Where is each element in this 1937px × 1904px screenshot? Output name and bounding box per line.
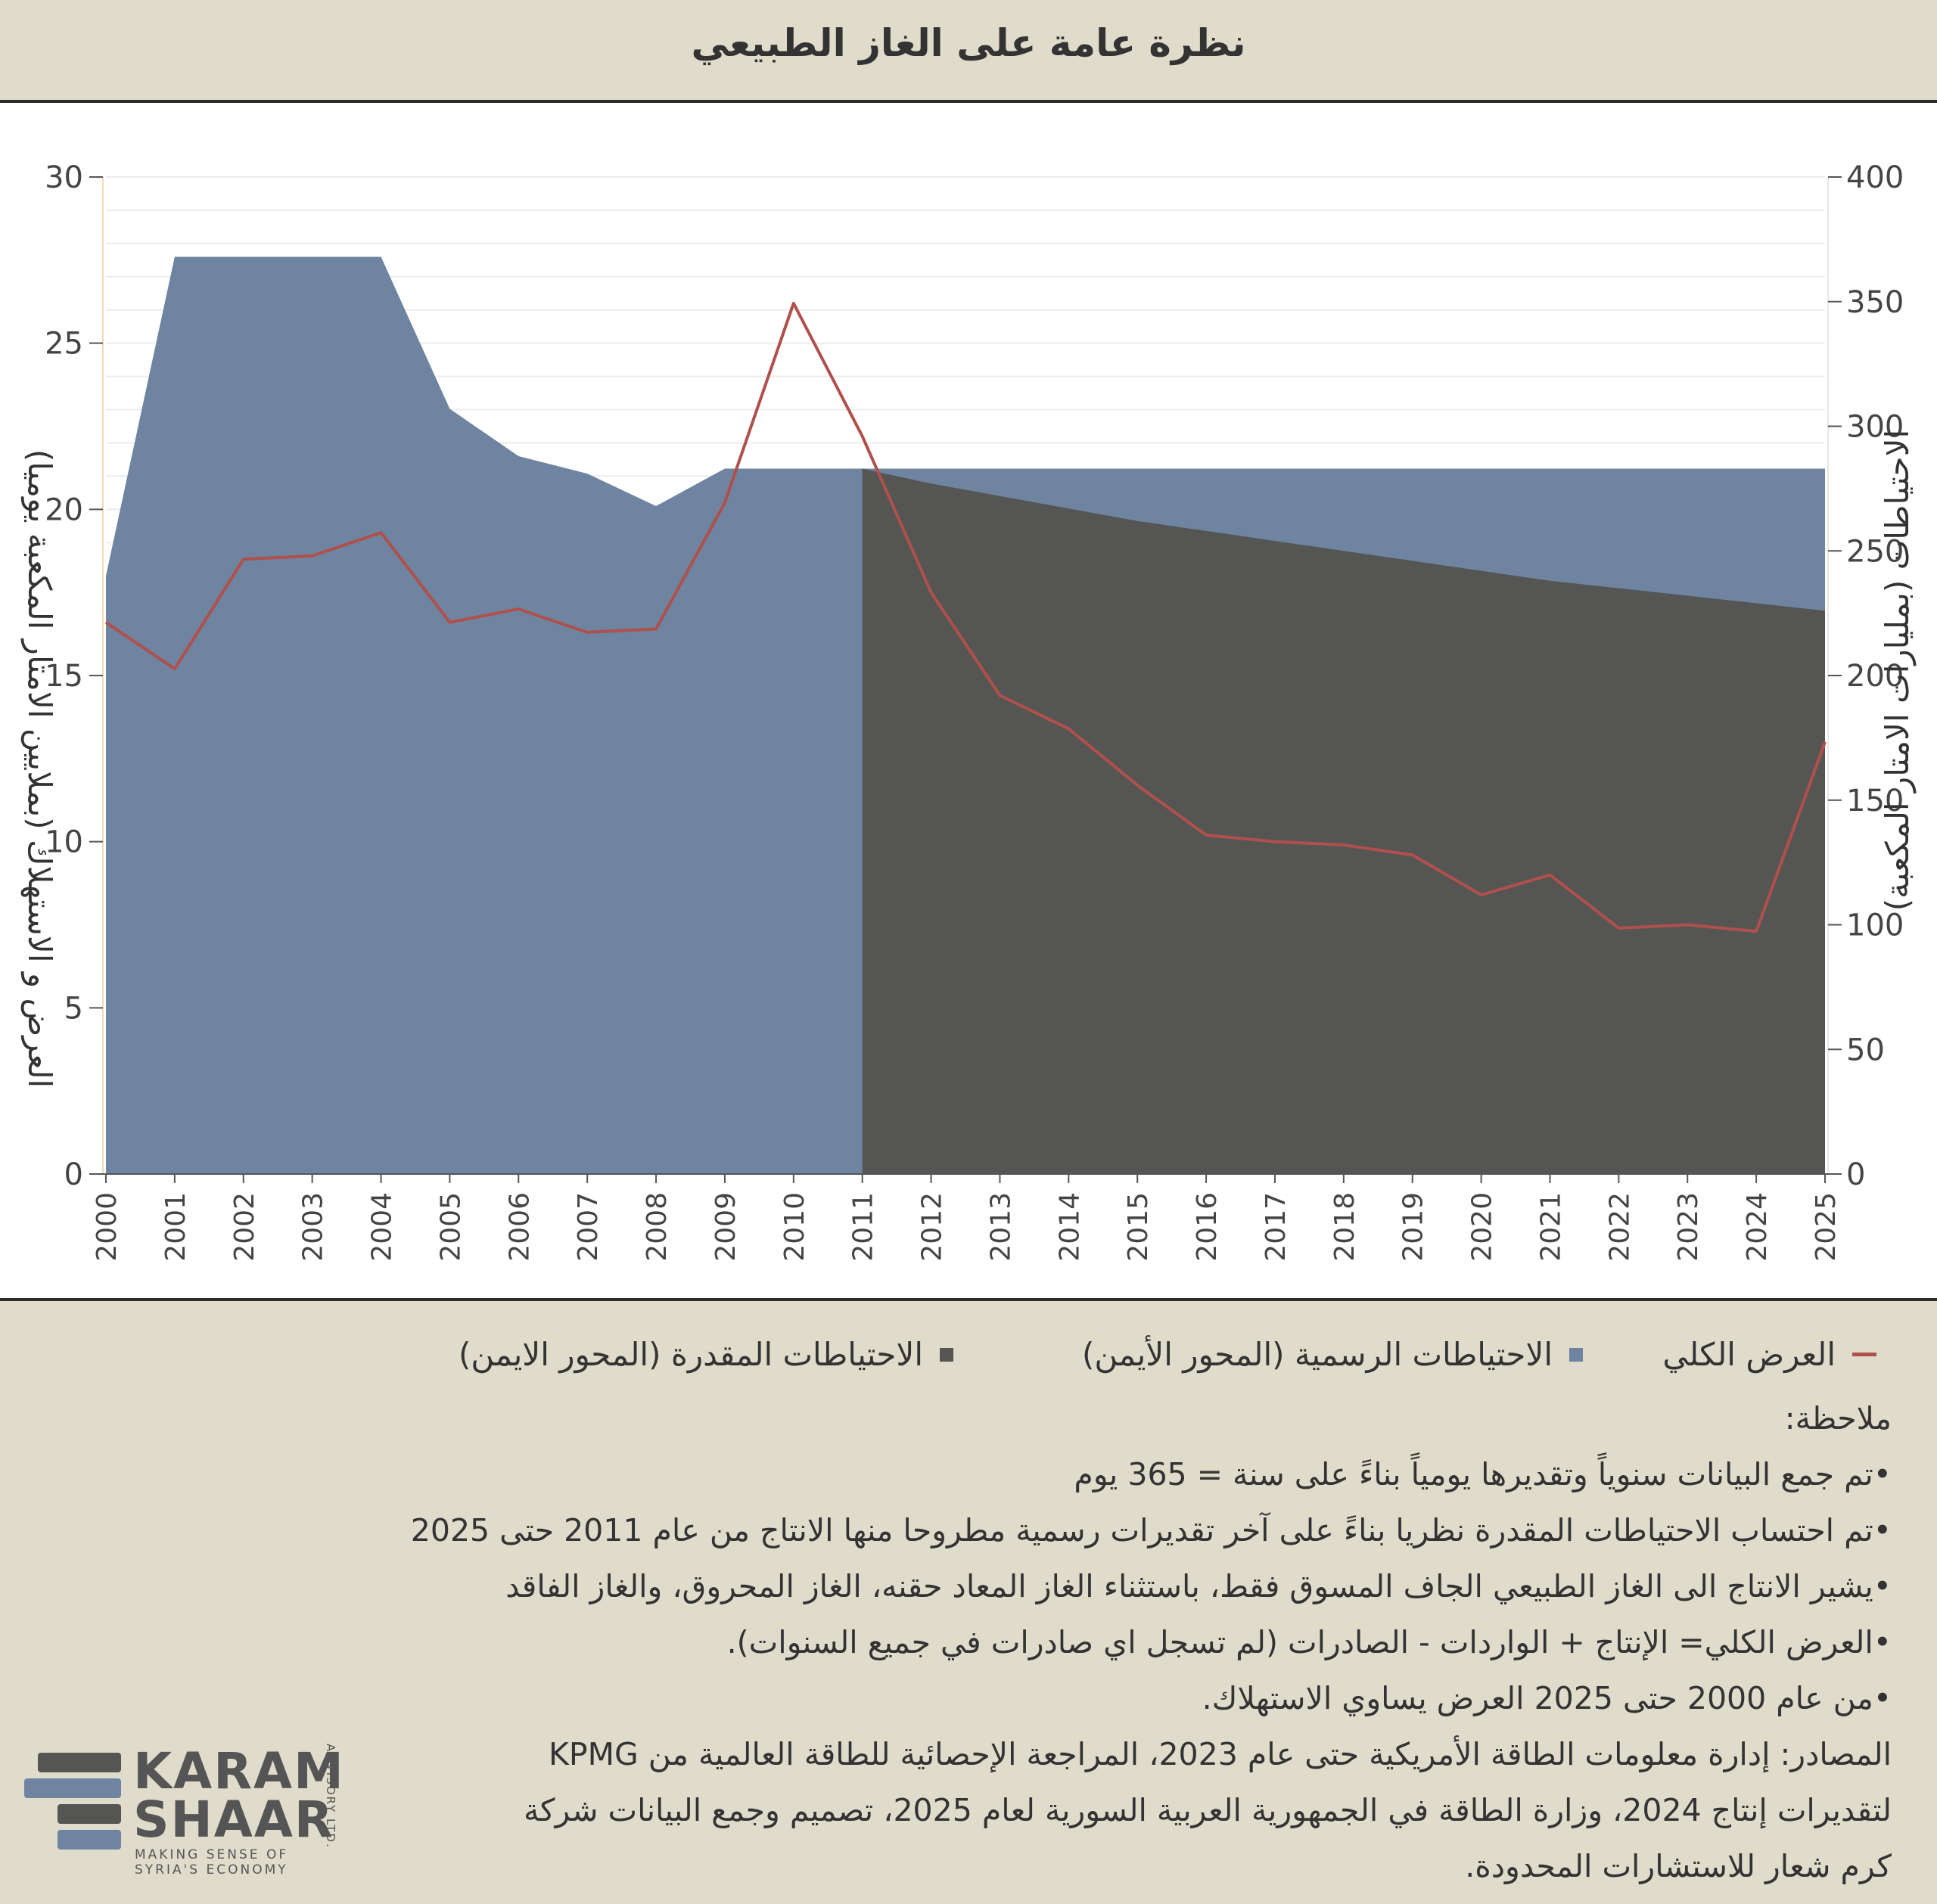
left-tick-label: 25 (45, 327, 83, 362)
legend-label: الاحتياطات المقدرة (المحور الايمن) (458, 1336, 923, 1373)
x-tick-label: 2002 (229, 1192, 260, 1262)
logo-bar-1 (38, 1753, 121, 1772)
left-tick-label: 10 (45, 825, 83, 860)
legend-square-marker (940, 1347, 953, 1362)
right-tick-label: 150 (1846, 784, 1904, 818)
legend-label: العرض الكلي (1662, 1336, 1836, 1373)
logo-tagline-1: MAKING SENSE OF (135, 1847, 289, 1862)
left-axis-label: العرض و الاستهلاك (بملايين الامتار المكع… (20, 449, 58, 1088)
note-item: •العرض الكلي= الإنتاج + الواردات - الصاد… (726, 1624, 1892, 1660)
logo-bar-2 (24, 1778, 121, 1798)
chart-legend: العرض الكلي الاحتياطات الرسمية (المحور ا… (0, 1336, 1937, 1381)
x-tick-label: 2013 (985, 1192, 1016, 1262)
x-tick-label: 2024 (1742, 1192, 1773, 1262)
line-layer (104, 301, 1827, 933)
right-tick-label: 0 (1846, 1157, 1865, 1192)
company-logo: KARAM SHAAR MAKING SENSE OF SYRIA'S ECON… (21, 1736, 377, 1887)
x-tick-label: 2018 (1329, 1192, 1360, 1262)
legend-item-official-reserves: الاحتياطات الرسمية (المحور الأيمن) (1082, 1336, 1583, 1373)
x-tick-label: 2006 (504, 1192, 535, 1262)
right-tick-label: 400 (1846, 160, 1904, 195)
notes-block: ملاحظة: •تم جمع البيانات سنوياً وتقديرها… (227, 1390, 1892, 1894)
x-tick-label: 2014 (1054, 1192, 1085, 1262)
note-item: •يشير الانتاج الى الغاز الطبيعي الجاف ال… (505, 1568, 1892, 1604)
logo-name-line2: SHAAR (133, 1791, 334, 1849)
logo-bar-4 (58, 1830, 121, 1850)
note-item: •تم احتساب الاحتياطات المقدرة نظريا بناء… (410, 1512, 1892, 1548)
legend-line-marker (1852, 1353, 1876, 1356)
right-tick-label: 300 (1846, 410, 1904, 445)
sources-line: كرم شعار للاستشارات المحدودة. (1465, 1848, 1892, 1884)
logo-bar-3 (58, 1804, 121, 1824)
legend-item-estimated-reserves: الاحتياطات المقدرة (المحور الايمن) (459, 1336, 953, 1373)
logo-name-line1: KARAM (133, 1742, 345, 1800)
note-item: •تم جمع البيانات سنوياً وتقديرها يومياً … (1074, 1456, 1892, 1492)
header-bar: نظرة عامة على الغاز الطبيعي (0, 0, 1937, 103)
x-tick-label: 2012 (917, 1192, 948, 1262)
total-supply-line (104, 301, 1827, 933)
x-tick-label: 2022 (1604, 1192, 1635, 1262)
x-tick-label: 2016 (1192, 1192, 1223, 1262)
chart-area: 0 5 10 15 20 25 30 0 50 100 150 200 250 300 350 400 2000… (0, 103, 1937, 1298)
axis-layer: 0510152025300501001502002503003504002000… (45, 160, 1904, 1262)
area-layer (106, 256, 1825, 1175)
x-tick-label: 2019 (1398, 1192, 1429, 1262)
footer-panel: العرض الكلي الاحتياطات الرسمية (المحور ا… (0, 1298, 1937, 1904)
page-title: نظرة عامة على الغاز الطبيعي (691, 21, 1246, 65)
right-tick-label: 350 (1846, 285, 1904, 320)
chart-svg: 0510152025300501001502002503003504002000… (20, 160, 1916, 1262)
notes-heading: ملاحظة: (1784, 1400, 1892, 1437)
x-tick-label: 2007 (573, 1192, 604, 1262)
sources-line: لتقديرات إنتاج 2024، وزارة الطاقة في الج… (524, 1792, 1892, 1828)
logo-vertical-text: ADVISORY LTD. (324, 1744, 337, 1849)
right-tick-label: 250 (1846, 534, 1904, 569)
x-tick-label: 2021 (1535, 1192, 1566, 1262)
x-tick-label: 2015 (1123, 1192, 1154, 1262)
x-tick-label: 2020 (1467, 1192, 1498, 1262)
note-item: •من عام 2000 حتى 2025 العرض يساوي الاسته… (1202, 1680, 1892, 1716)
x-tick-label: 2017 (1261, 1192, 1292, 1262)
left-tick-label: 0 (64, 1157, 83, 1192)
x-tick-label: 2009 (710, 1192, 742, 1262)
logo-tagline-2: SYRIA'S ECONOMY (135, 1862, 288, 1878)
x-tick-label: 2005 (435, 1192, 466, 1262)
right-tick-label: 100 (1846, 909, 1904, 943)
left-tick-label: 20 (45, 492, 83, 527)
legend-square-marker (1569, 1347, 1583, 1362)
x-tick-label: 2025 (1811, 1192, 1842, 1262)
right-axis-label: الاحتياطات (بمليارات الامتار المكعبة) (1879, 430, 1916, 911)
left-tick-label: 30 (45, 160, 83, 195)
x-tick-label: 2008 (642, 1192, 673, 1262)
x-tick-label: 2001 (160, 1192, 191, 1262)
legend-item-total-supply: العرض الكلي (1662, 1336, 1876, 1373)
x-tick-label: 2010 (779, 1192, 810, 1262)
right-tick-label: 200 (1846, 659, 1904, 694)
x-tick-label: 2023 (1673, 1192, 1704, 1262)
left-tick-label: 5 (64, 991, 83, 1026)
legend-label: الاحتياطات الرسمية (المحور الأيمن) (1081, 1336, 1553, 1373)
x-tick-label: 2003 (298, 1192, 329, 1262)
x-tick-label: 2011 (848, 1192, 879, 1262)
reserves-area (862, 468, 1825, 1174)
left-tick-label: 15 (45, 659, 83, 694)
x-tick-label: 2004 (367, 1192, 398, 1262)
sources-line: المصادر: إدارة معلومات الطاقة الأمريكية … (548, 1736, 1892, 1772)
x-tick-label: 2000 (92, 1192, 123, 1262)
right-tick-label: 50 (1846, 1033, 1885, 1067)
